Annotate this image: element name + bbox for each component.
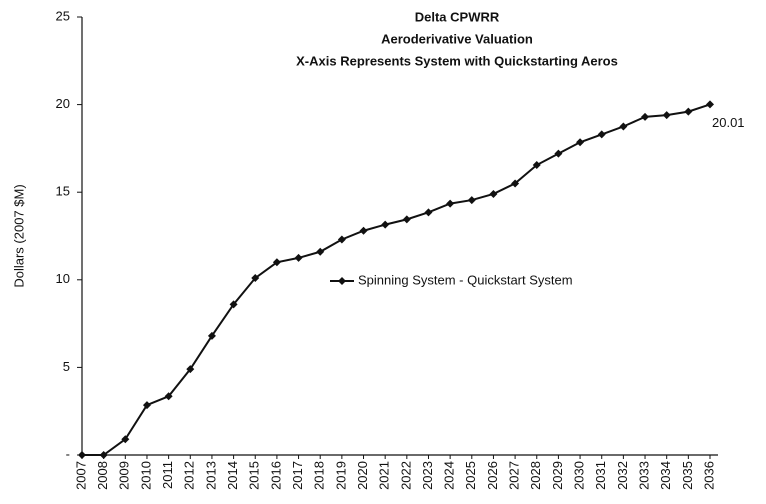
data-point <box>294 253 303 262</box>
data-point <box>316 247 325 256</box>
data-point <box>272 258 281 267</box>
data-point <box>207 331 216 340</box>
x-tick-label: 2019 <box>333 461 348 490</box>
x-tick-label: 2016 <box>268 461 283 490</box>
x-tick-label: 2007 <box>73 461 88 490</box>
data-point <box>641 112 650 121</box>
data-point <box>532 161 541 170</box>
chart-title: X-Axis Represents System with Quickstart… <box>296 53 618 68</box>
data-point <box>597 130 606 139</box>
data-point <box>706 100 714 109</box>
x-tick-label: 2036 <box>701 461 716 490</box>
data-point <box>359 226 368 235</box>
y-tick-label: - <box>66 446 70 461</box>
legend-label: Spinning System - Quickstart System <box>358 272 573 287</box>
x-tick-label: 2012 <box>182 461 197 490</box>
data-point <box>337 235 346 244</box>
data-point <box>229 300 238 309</box>
data-point <box>402 215 411 224</box>
x-tick-label: 2034 <box>658 461 673 490</box>
x-tick-label: 2031 <box>593 461 608 490</box>
data-point <box>164 392 173 401</box>
chart-title: Delta CPWRR <box>415 9 500 24</box>
y-tick-label: 5 <box>63 359 70 374</box>
data-point <box>446 199 455 208</box>
data-point <box>662 111 671 120</box>
x-tick-label: 2032 <box>615 461 630 490</box>
data-point <box>186 365 195 374</box>
y-tick-label: 15 <box>56 184 70 199</box>
x-tick-label: 2008 <box>95 461 110 490</box>
y-axis-label: Dollars (2007 $M) <box>11 184 26 287</box>
x-tick-label: 2027 <box>507 461 522 490</box>
series-line <box>82 103 711 456</box>
legend-marker <box>338 277 346 285</box>
data-point <box>99 451 108 459</box>
data-point <box>511 179 520 188</box>
x-tick-label: 2020 <box>355 461 370 490</box>
x-tick-label: 2015 <box>247 461 262 490</box>
x-tick-label: 2028 <box>528 461 543 490</box>
x-tick-label: 2018 <box>312 461 327 490</box>
data-point <box>424 208 433 217</box>
y-tick-label: 25 <box>56 8 70 23</box>
data-point <box>142 401 151 410</box>
x-tick-label: 2024 <box>442 461 457 490</box>
x-tick-label: 2035 <box>680 461 695 490</box>
data-point <box>251 274 260 283</box>
data-label: 20.01 <box>712 115 745 130</box>
data-point <box>381 220 390 229</box>
data-point <box>489 189 498 198</box>
x-tick-label: 2014 <box>225 461 240 490</box>
x-tick-label: 2013 <box>203 461 218 490</box>
x-tick-label: 2022 <box>398 461 413 490</box>
y-tick-label: 20 <box>56 96 70 111</box>
data-point <box>684 107 693 116</box>
x-tick-label: 2030 <box>572 461 587 490</box>
x-tick-label: 2026 <box>485 461 500 490</box>
x-tick-label: 2029 <box>550 461 565 490</box>
data-point <box>467 196 476 205</box>
data-point <box>619 122 628 131</box>
x-tick-label: 2033 <box>636 461 651 490</box>
data-point <box>576 138 585 147</box>
x-tick-label: 2017 <box>290 461 305 490</box>
chart-title: Aeroderivative Valuation <box>381 31 533 46</box>
x-tick-label: 2021 <box>377 461 392 490</box>
x-tick-label: 2009 <box>117 461 132 490</box>
y-tick-label: 10 <box>56 271 70 286</box>
x-tick-label: 2011 <box>160 461 175 489</box>
x-tick-label: 2010 <box>138 461 153 490</box>
x-tick-label: 2023 <box>420 461 435 490</box>
x-tick-label: 2025 <box>463 461 478 490</box>
data-point <box>121 435 130 444</box>
data-point <box>554 149 563 158</box>
data-point <box>78 451 86 459</box>
